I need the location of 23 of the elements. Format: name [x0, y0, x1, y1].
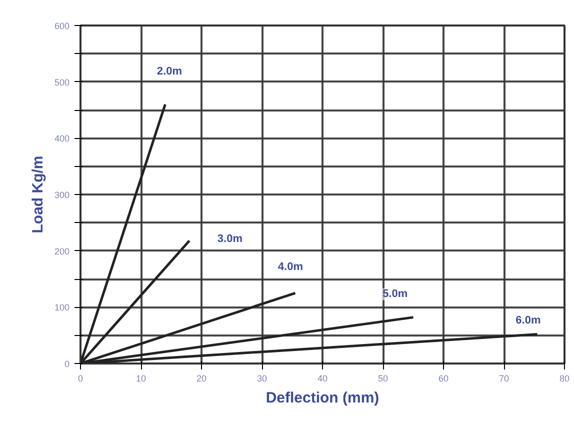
- x-tick-label: 10: [136, 374, 146, 384]
- x-tick-label: 30: [256, 374, 268, 384]
- annotation: 5.0m: [382, 288, 408, 300]
- x-tick-label: 50: [378, 374, 388, 384]
- y-tick-label: 500: [54, 77, 70, 88]
- y-tick-label: 600: [54, 21, 70, 31]
- annotation: 2.0m: [156, 66, 182, 78]
- y-tick-label: 200: [54, 246, 70, 256]
- y-tick-label: 400: [54, 134, 70, 144]
- x-tick-label: 20: [196, 374, 207, 384]
- annotation: 4.0m: [278, 261, 304, 274]
- y-tick-label: 0: [64, 359, 70, 369]
- annotation: 6.0m: [516, 314, 541, 327]
- x-tick-label: 80: [559, 374, 570, 384]
- x-tick-label: 70: [498, 374, 510, 384]
- x-tick-label: 60: [438, 374, 449, 384]
- y-tick-label: 100: [54, 302, 70, 313]
- x-tick-label: 40: [317, 374, 328, 384]
- x-axis-title: Deflection (mm): [266, 390, 380, 406]
- y-tick-label: 300: [54, 190, 70, 200]
- y-axis-title: Load Kg/m: [29, 156, 46, 234]
- annotation: 3.0m: [217, 233, 243, 246]
- x-tick-label: 0: [78, 374, 84, 384]
